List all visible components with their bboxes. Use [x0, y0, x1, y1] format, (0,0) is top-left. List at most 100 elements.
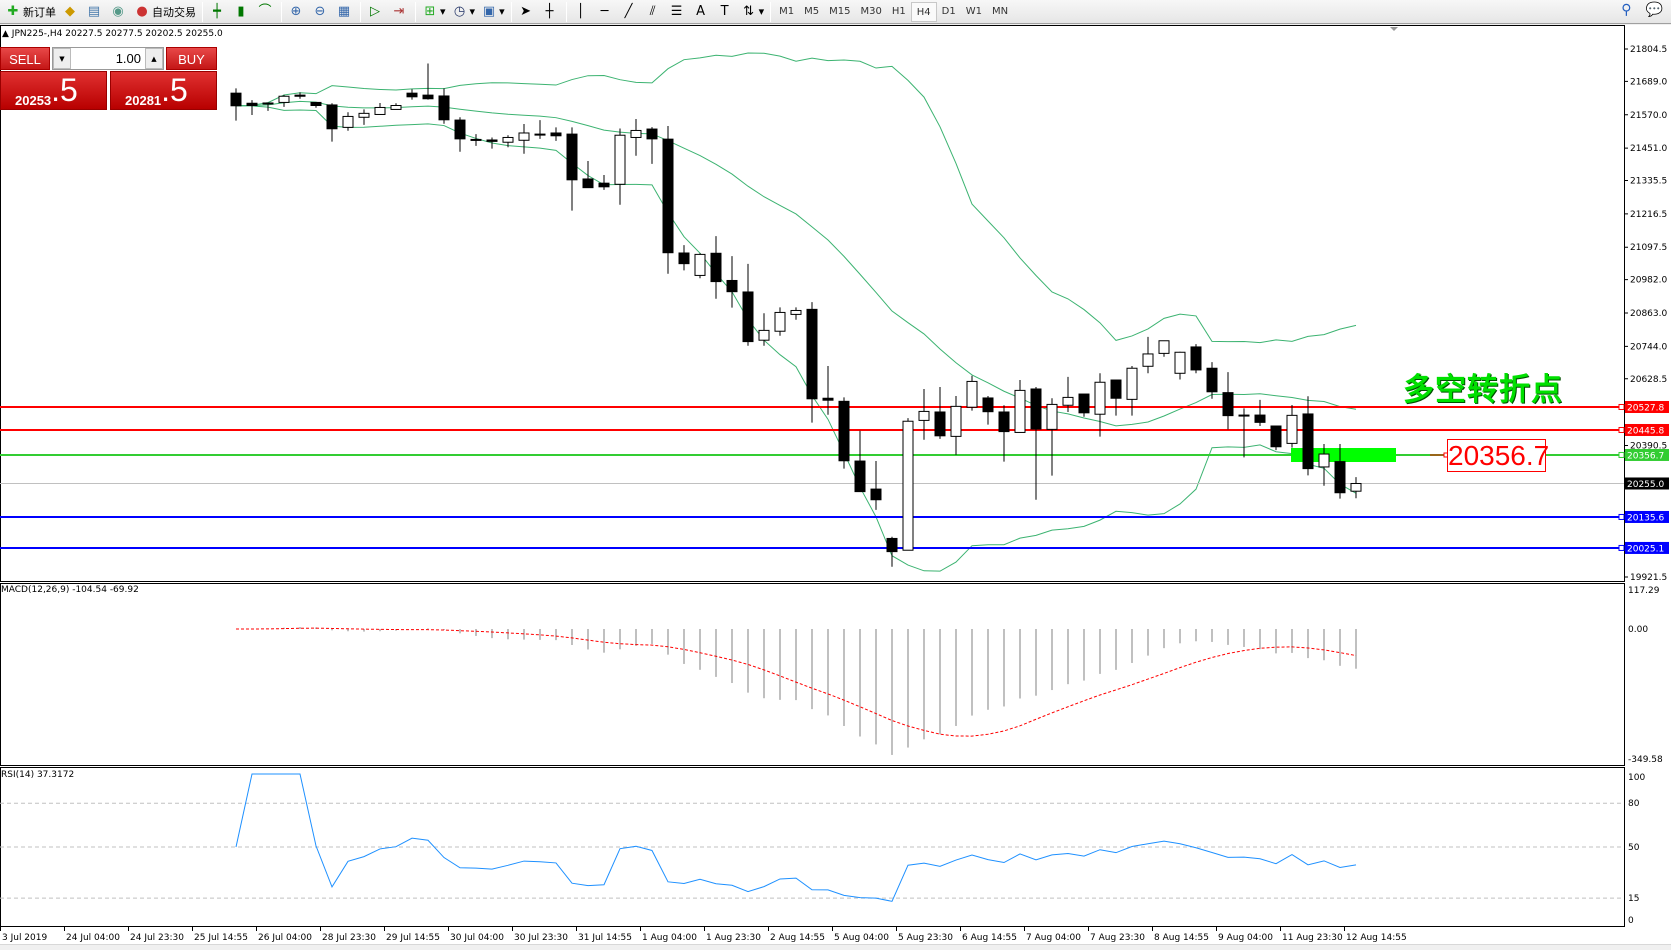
zoom-out-button[interactable]: ⊖ — [309, 1, 333, 23]
signals-button[interactable]: ◉ — [107, 1, 131, 23]
candle-body — [1126, 367, 1138, 400]
candle — [518, 124, 530, 154]
timeframe-d1[interactable]: D1 — [941, 5, 956, 17]
timeframe-w1[interactable]: W1 — [965, 5, 982, 17]
new-order-button[interactable]: ✚ 新订单 — [2, 1, 59, 23]
candle — [598, 175, 610, 190]
templates-button[interactable]: ▣ ▾ — [482, 3, 505, 19]
chart-shift-icon: ⇥ — [393, 3, 405, 19]
toolbar: ✚ 新订单 ◆ ▤ ◉ ● 自动交易 ┿ ▮ ⌒ ⊕ ⊖ ▦ ▷ ⇥ ⊞ ▾ ◷ ▾ ▣… — [0, 0, 1671, 24]
time-axis-label: 25 Jul 14:55 — [194, 933, 248, 943]
candle-body — [294, 94, 306, 97]
fibonacci-button[interactable]: ☰ — [666, 1, 690, 23]
periods-icon: ◷ — [453, 3, 466, 19]
time-axis-label: 5 Aug 23:30 — [898, 933, 953, 943]
candle-body — [438, 95, 450, 121]
candle — [1014, 380, 1026, 433]
auto-scroll-button[interactable]: ▷ — [364, 1, 388, 23]
lot-increase-button[interactable]: ▲ — [145, 48, 163, 69]
candle — [982, 395, 994, 425]
time-axis-label: 7 Aug 04:00 — [1026, 933, 1081, 943]
candle — [630, 118, 642, 156]
candle — [822, 365, 834, 415]
candle-body — [646, 128, 658, 140]
cursor-button[interactable]: ➤ — [515, 1, 539, 23]
candle-body — [1334, 461, 1346, 494]
buy-button[interactable]: BUY — [166, 47, 217, 70]
chart-shift-button[interactable]: ⇥ — [388, 1, 412, 23]
time-axis-label: 3 Jul 2019 — [2, 933, 47, 943]
candle-body — [1078, 393, 1090, 414]
level-price-tag — [1625, 477, 1669, 490]
candle — [326, 103, 338, 142]
line-chart-button[interactable]: ⌒ — [254, 1, 278, 23]
text-label-button[interactable]: T — [714, 1, 738, 23]
candlestick-button[interactable]: ▮ — [230, 1, 254, 23]
time-axis-label: 1 Aug 23:30 — [706, 933, 761, 943]
bollinger-lo-line — [235, 105, 1357, 572]
separator — [510, 1, 512, 22]
candle-body — [614, 134, 626, 185]
price-axis-label: 21097.5 — [1630, 243, 1667, 253]
time-axis-label: 7 Aug 23:30 — [1090, 933, 1145, 943]
timeframe-bar: M1 M5 M15 M30 H1 H4 D1 W1 MN — [774, 1, 1013, 22]
indicators-button[interactable]: ⊞ ▾ — [419, 1, 449, 23]
candle — [806, 302, 818, 423]
sell-price-button[interactable]: 20253.5 — [0, 71, 107, 110]
sell-button[interactable]: SELL — [0, 47, 50, 70]
candle — [406, 89, 418, 100]
timeframe-mn[interactable]: MN — [991, 5, 1009, 17]
buy-price-button[interactable]: 20281.5 — [110, 71, 217, 110]
candle-body — [662, 138, 674, 254]
search-icon[interactable]: ⚲ — [1621, 2, 1632, 18]
candle-body — [342, 115, 354, 128]
timeframe-m15[interactable]: M15 — [829, 5, 851, 17]
timeframe-m30[interactable]: M30 — [860, 5, 882, 17]
vertical-line-button[interactable]: │ — [570, 1, 594, 23]
candle-body — [1206, 367, 1218, 393]
tile-windows-button[interactable]: ▦ — [333, 1, 357, 23]
market-watch-button[interactable]: ▤ — [83, 1, 107, 23]
periods-button[interactable]: ◷ ▾ — [449, 1, 479, 23]
zoom-in-button[interactable]: ⊕ — [285, 1, 309, 23]
chat-icon[interactable]: 💬 — [1645, 2, 1663, 18]
timeframe-h1[interactable]: H1 — [891, 5, 906, 17]
candle-body — [550, 132, 562, 137]
horizontal-line-button[interactable]: ─ — [594, 1, 618, 23]
bar-chart-button[interactable]: ┿ — [206, 1, 230, 23]
candle-body — [1110, 379, 1122, 399]
time-axis-label: 29 Jul 14:55 — [386, 933, 440, 943]
rsi-axis-label: 15 — [1628, 894, 1639, 904]
timeframe-m1[interactable]: M1 — [779, 5, 795, 17]
separator — [565, 1, 567, 22]
level-price-label[interactable]: 20356.7 — [1447, 439, 1550, 472]
text-button[interactable]: A — [690, 1, 714, 23]
candle — [1318, 443, 1330, 486]
auto-scroll-icon: ▷ — [370, 3, 380, 19]
equidistant-channel-button[interactable]: ⫽ — [642, 1, 666, 23]
time-axis-label: 8 Aug 14:55 — [1154, 933, 1209, 943]
candle-body — [854, 460, 866, 493]
history-center-button[interactable]: ◆ — [59, 1, 83, 23]
lot-stepper[interactable]: ▼ 1.00 ▲ — [52, 47, 164, 70]
candle-body — [534, 133, 546, 136]
trendline-button[interactable]: ╱ — [618, 1, 642, 23]
candle — [310, 101, 322, 108]
history-center-icon: ◆ — [65, 3, 75, 19]
candle — [1078, 393, 1090, 417]
candle — [838, 397, 850, 469]
turning-point-annotation[interactable]: 多空转折点 — [1403, 372, 1563, 408]
arrows-button[interactable]: ⇅ ▾ — [738, 1, 768, 23]
timeframe-h4[interactable]: H4 — [910, 1, 937, 22]
lot-decrease-button[interactable]: ▼ — [53, 48, 71, 69]
auto-trading-button[interactable]: ● 自动交易 — [131, 1, 199, 23]
rsi-axis-label: 100 — [1628, 773, 1645, 783]
lot-input[interactable]: 1.00 — [115, 51, 141, 66]
line-chart-icon: ⌒ — [258, 3, 272, 19]
timeframe-m5[interactable]: M5 — [804, 5, 820, 17]
crosshair-button[interactable]: ┼ — [539, 1, 563, 23]
candle — [1094, 373, 1106, 437]
time-axis-label: 5 Aug 04:00 — [834, 933, 889, 943]
price-axis-label: 20628.5 — [1630, 375, 1667, 385]
